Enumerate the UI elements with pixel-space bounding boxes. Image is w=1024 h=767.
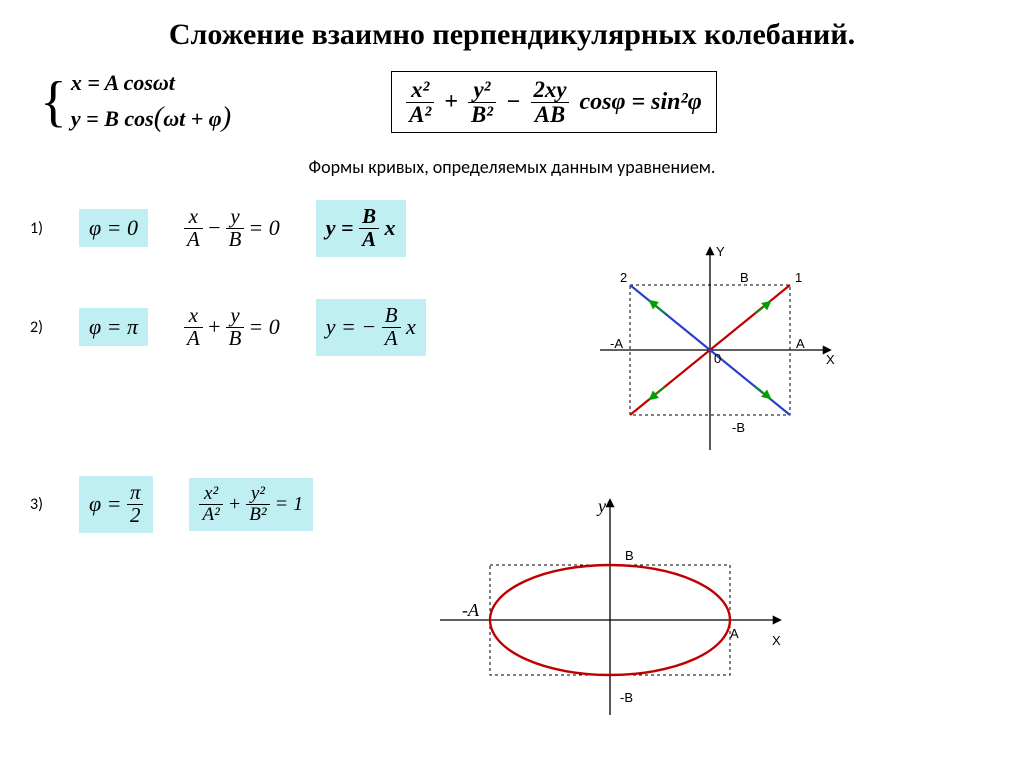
svg-text:-B: -B: [620, 690, 633, 705]
phi-value: φ = π: [79, 308, 148, 346]
case-2: 2) φ = π xA + yB = 0 y = − BA x: [0, 299, 1024, 356]
svg-text:y: y: [596, 496, 606, 516]
svg-text:-A: -A: [610, 336, 623, 351]
brace-icon: {: [40, 80, 67, 125]
result-equation: y = BA x: [316, 200, 406, 257]
svg-text:-A: -A: [462, 600, 480, 620]
svg-text:0: 0: [714, 351, 721, 366]
equation-row: { x = A cosωt y = B cos(ωt + φ) x²A² + y…: [0, 70, 1024, 134]
svg-text:Y: Y: [716, 244, 725, 259]
case-number: 1): [30, 219, 43, 238]
svg-text:X: X: [826, 352, 835, 367]
phi-value: φ = 0: [79, 209, 148, 247]
result-equation: y = − BA x: [316, 299, 426, 356]
mid-equation: xA + yB = 0: [184, 305, 280, 350]
mid-equation: xA − yB = 0: [184, 206, 280, 251]
sys-line-2: y = B cos(ωt + φ): [71, 102, 231, 134]
svg-text:-B: -B: [732, 420, 745, 435]
case-1: 1) φ = 0 xA − yB = 0 y = BA x: [0, 200, 1024, 257]
svg-text:2: 2: [620, 270, 627, 285]
lines-diagram: Y X 1 2 B -B A -A 0: [580, 240, 840, 460]
ellipse-equation: x²A² + y²B² − 2xyAB cosφ = sin²φ: [391, 71, 717, 134]
case-number: 3): [30, 495, 43, 514]
svg-text:A: A: [730, 626, 739, 641]
svg-text:1: 1: [795, 270, 802, 285]
case-number: 2): [30, 318, 43, 337]
mid-equation: x²A² + y²B² = 1: [189, 478, 313, 531]
phi-value: φ = π2: [79, 476, 154, 533]
system-equations: { x = A cosωt y = B cos(ωt + φ): [40, 70, 231, 134]
subheading: Формы кривых, определяемых данным уравне…: [0, 156, 1024, 178]
page-title: Сложение взаимно перпендикулярных колеба…: [0, 0, 1024, 52]
svg-text:A: A: [796, 336, 805, 351]
svg-text:B: B: [740, 270, 749, 285]
ellipse-diagram: y X A -A B -B: [430, 490, 790, 730]
sys-line-1: x = A cosωt: [71, 70, 231, 96]
svg-text:X: X: [772, 633, 781, 648]
svg-text:B: B: [625, 548, 634, 563]
